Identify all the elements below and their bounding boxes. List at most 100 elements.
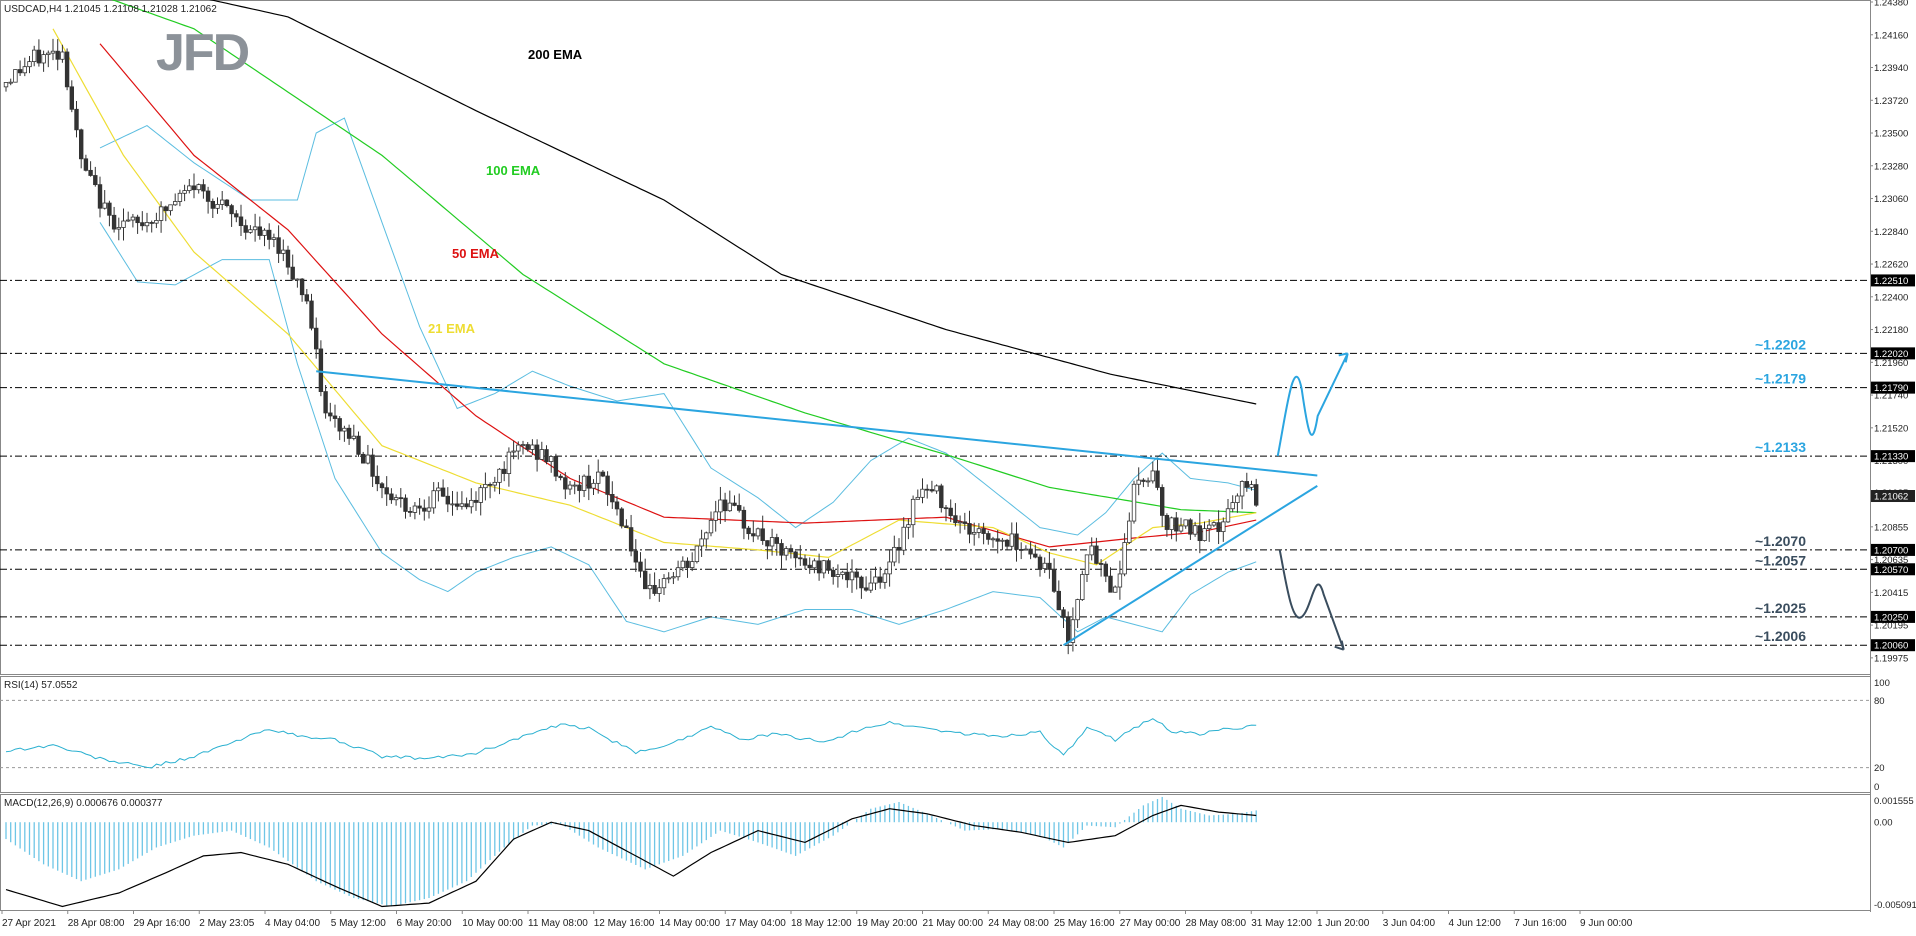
bollinger-upper-band xyxy=(99,117,1257,536)
candle xyxy=(544,445,549,465)
candle xyxy=(46,50,51,68)
candle xyxy=(1141,478,1146,488)
rsi-pane-frame xyxy=(0,676,1871,793)
candle xyxy=(454,491,460,511)
candle xyxy=(1117,560,1123,600)
candle xyxy=(149,220,154,233)
candle xyxy=(680,556,685,572)
time-tick-label: 11 May 08:00 xyxy=(528,918,588,929)
price-tick-label: 1.22620 xyxy=(1874,260,1908,271)
candle xyxy=(1178,517,1184,533)
candle xyxy=(422,499,427,521)
candle xyxy=(878,566,883,589)
candle xyxy=(967,510,972,544)
candle xyxy=(1084,554,1090,583)
candle xyxy=(285,245,291,275)
price-tick-label: 1.22400 xyxy=(1874,292,1908,303)
time-tick-label: 25 May 16:00 xyxy=(1054,918,1115,929)
candle xyxy=(784,546,789,561)
macd-pane: 0.001555 0.00 -0.005091 xyxy=(5,796,1916,911)
candle xyxy=(88,161,93,177)
candle xyxy=(74,100,79,138)
level-price-box xyxy=(1871,347,1915,360)
candle xyxy=(774,533,779,556)
candle xyxy=(718,486,723,524)
candle xyxy=(407,507,413,517)
candle xyxy=(365,444,371,465)
level-price-box xyxy=(1871,381,1915,394)
candle xyxy=(1254,478,1259,507)
candle xyxy=(605,471,610,506)
ema-100-line xyxy=(111,0,1257,514)
time-tick-label: 2 May 23:05 xyxy=(199,918,254,929)
candle xyxy=(892,535,897,567)
candle xyxy=(97,176,103,218)
candle xyxy=(516,441,521,460)
candle xyxy=(248,225,253,234)
upper-trendline xyxy=(316,370,1318,477)
candle xyxy=(1197,512,1202,554)
time-tick-label: 9 Jun 00:00 xyxy=(1580,918,1633,929)
candle xyxy=(643,558,648,590)
time-tick-label: 14 May 00:00 xyxy=(660,918,721,929)
candle xyxy=(765,540,770,560)
candle xyxy=(1004,538,1010,551)
candle xyxy=(793,550,798,568)
candle xyxy=(910,495,916,538)
horizontal-levels xyxy=(0,279,1870,646)
candle xyxy=(290,254,295,281)
time-tick-label: 27 Apr 2021 xyxy=(2,918,56,929)
macd-tick-label: 0.00 xyxy=(1874,818,1893,829)
candle xyxy=(737,493,742,513)
candle xyxy=(666,572,671,584)
candle xyxy=(1239,480,1245,510)
candle xyxy=(266,223,272,250)
level-price-box-text: 1.20570 xyxy=(1874,565,1908,576)
candle xyxy=(1169,516,1174,540)
time-tick-label: 29 Apr 16:00 xyxy=(134,918,191,929)
candle xyxy=(939,483,944,513)
candle xyxy=(191,173,197,199)
candle xyxy=(539,441,544,460)
candle xyxy=(962,512,967,530)
bearish-arrow-head xyxy=(1334,640,1345,651)
candle xyxy=(1047,552,1052,579)
candle xyxy=(1066,611,1071,655)
candle xyxy=(144,212,150,233)
candle xyxy=(445,487,450,513)
candle xyxy=(1221,517,1226,542)
candle xyxy=(708,511,714,537)
candle xyxy=(1070,607,1076,652)
candle xyxy=(906,518,911,540)
candle xyxy=(896,538,902,564)
candle xyxy=(633,539,638,573)
price-tick-label: 1.23060 xyxy=(1874,194,1908,205)
level-label: ~1.2057 xyxy=(1755,552,1806,568)
price-tick-label: 1.19975 xyxy=(1874,653,1908,664)
candle xyxy=(755,527,761,540)
candle xyxy=(168,204,173,216)
candle xyxy=(215,197,220,214)
candle xyxy=(981,522,986,545)
level-price-box-text: 1.22510 xyxy=(1874,276,1908,287)
current-price-box-text: 1.21062 xyxy=(1874,492,1908,503)
candle xyxy=(478,485,483,516)
candle xyxy=(812,558,817,574)
candle xyxy=(492,476,497,492)
candle xyxy=(1103,561,1108,583)
candle xyxy=(901,517,906,556)
candle xyxy=(1188,518,1193,540)
rsi-tick-label: 80 xyxy=(1874,696,1885,707)
scenario-arrows xyxy=(1276,352,1349,651)
level-label: ~1.2179 xyxy=(1755,371,1806,387)
symbol-info: USDCAD,H4 1.21045 1.21108 1.21028 1.2106… xyxy=(4,4,217,15)
candle xyxy=(802,554,808,570)
candle xyxy=(807,557,812,574)
candle xyxy=(1056,580,1061,611)
ema-label: 100 EMA xyxy=(486,163,541,178)
candle xyxy=(1108,567,1113,593)
level-price-box-text: 1.20700 xyxy=(1874,545,1908,556)
candle xyxy=(859,575,864,599)
candle xyxy=(3,82,9,92)
candle xyxy=(549,455,554,473)
